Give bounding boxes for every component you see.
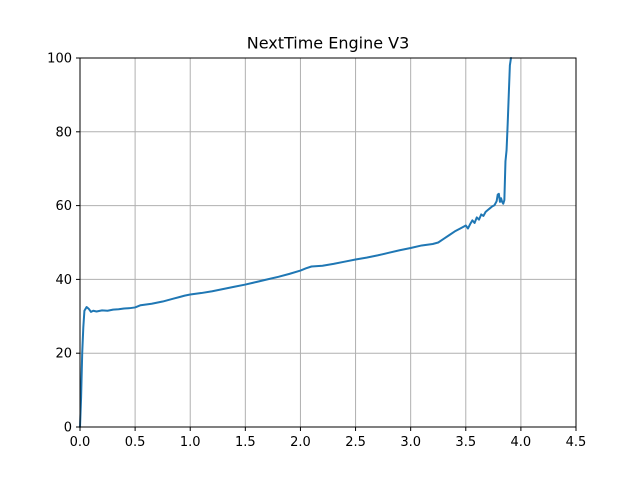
y-tick-label: 80 (55, 125, 72, 140)
x-tick-label: 4.5 (566, 435, 587, 450)
x-tick-label: 0.0 (70, 435, 91, 450)
chart-title: NextTime Engine V3 (247, 34, 410, 53)
x-tick-label: 2.0 (290, 435, 311, 450)
x-tick-label: 4.0 (511, 435, 532, 450)
y-tick-label: 60 (55, 199, 72, 214)
y-tick-label: 40 (55, 273, 72, 288)
plot-frame (79, 57, 577, 428)
x-tick-label: 2.5 (345, 435, 366, 450)
x-tick-label: 1.0 (180, 435, 201, 450)
x-tick-label: 0.5 (125, 435, 146, 450)
y-tick-label: 100 (47, 52, 72, 67)
x-tick-label: 3.5 (455, 435, 476, 450)
series-layer (79, 57, 512, 428)
series-line-0 (79, 57, 512, 428)
y-tick-label: 0 (64, 421, 72, 436)
axis-ticks: 0.0 0.5 1.0 1.5 2.0 2.5 3.0 3.5 4.0 4.5 0 20 40 60 80 1… (47, 52, 586, 451)
y-tick-label: 20 (55, 347, 72, 362)
x-tick-label: 3.0 (400, 435, 421, 450)
x-tick-label: 1.5 (235, 435, 256, 450)
